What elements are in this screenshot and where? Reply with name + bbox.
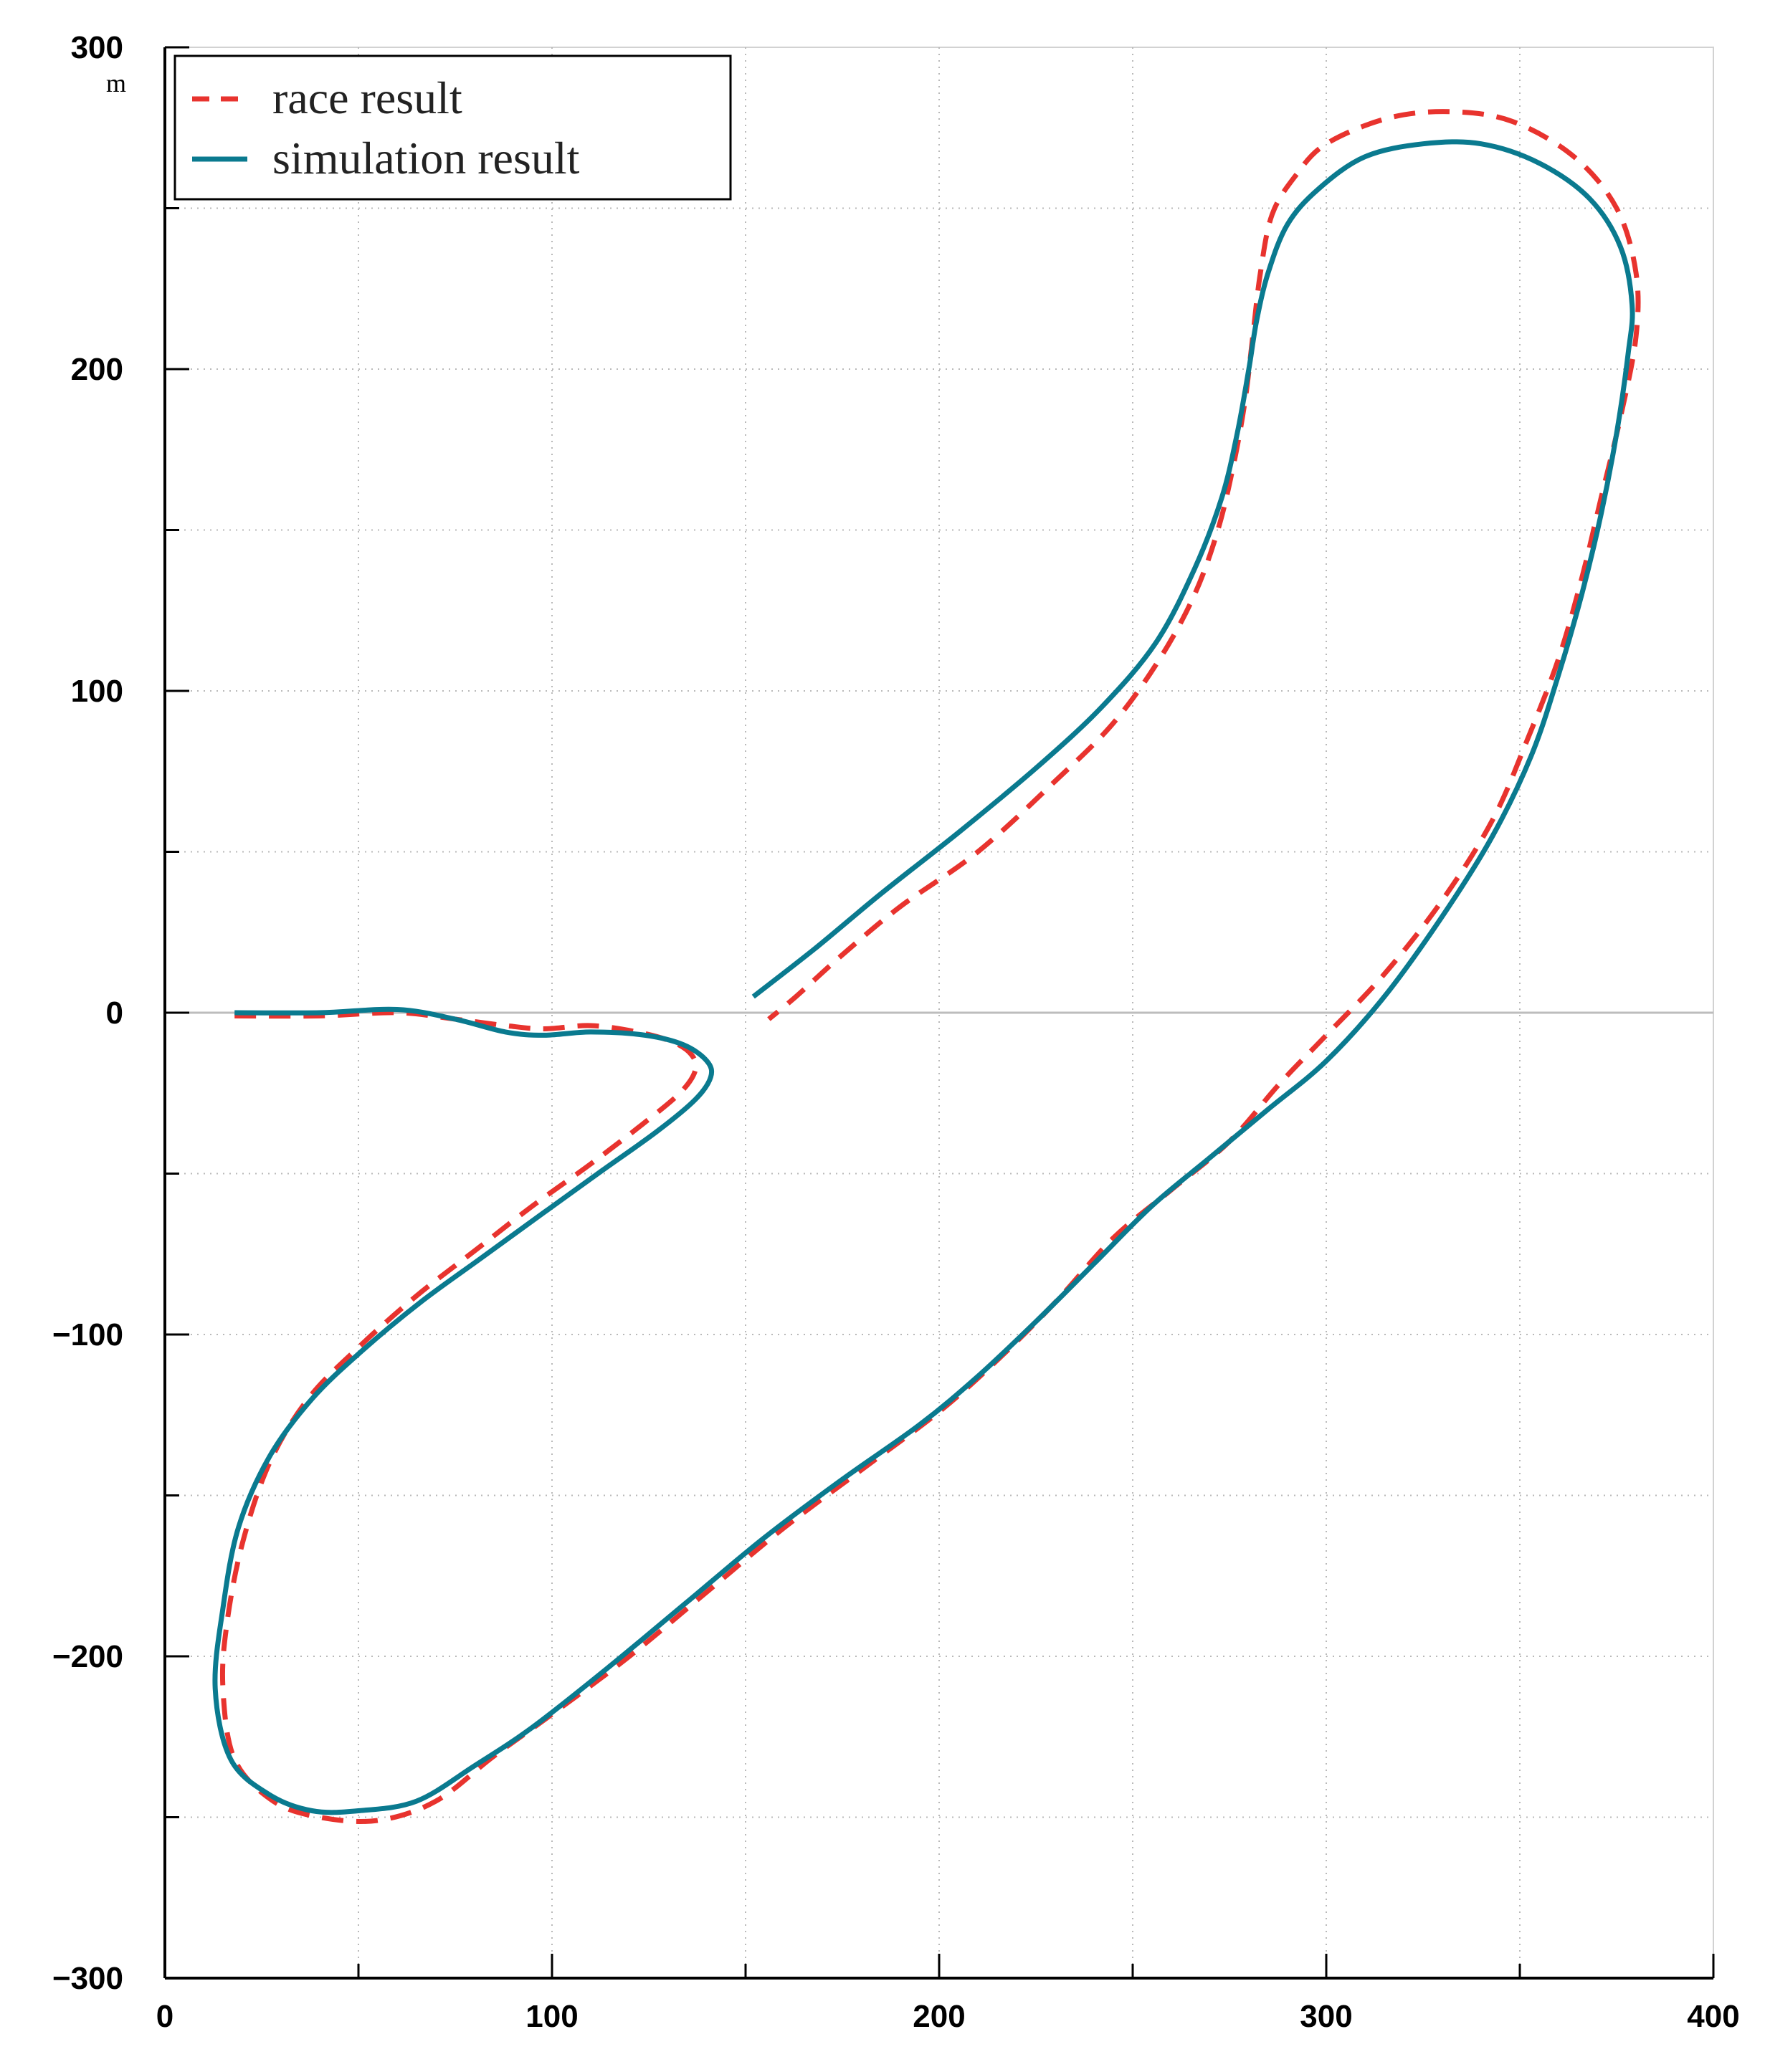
y-tick-label: 100	[71, 674, 123, 709]
series-group	[212, 109, 1641, 1825]
y-tick-label: 0	[106, 996, 123, 1031]
y-tick-label: 300	[71, 30, 123, 65]
y-axis: 300 200 100 0 −100 −200 −300	[52, 30, 189, 1996]
series-line-simulation-result	[212, 139, 1635, 1815]
x-tick-label: 300	[1300, 1999, 1352, 2034]
legend: race result simulation result	[173, 54, 732, 201]
legend-box	[173, 54, 732, 201]
x-axis: 0 100 200 300 400	[156, 1954, 1740, 2034]
y-tick-label: −100	[52, 1317, 123, 1352]
x-tick-label: 100	[525, 1999, 578, 2034]
y-unit-label: m	[106, 69, 126, 97]
y-tick-label: −300	[52, 1961, 123, 1996]
legend-label: race result	[272, 72, 462, 123]
x-tick-label: 0	[156, 1999, 173, 2034]
legend-label: simulation result	[272, 133, 580, 183]
y-tick-label: 200	[71, 352, 123, 387]
x-tick-label: 400	[1687, 1999, 1739, 2034]
y-tick-label: −200	[52, 1639, 123, 1674]
x-tick-label: 200	[913, 1999, 965, 2034]
series-line-race-result	[219, 109, 1641, 1825]
